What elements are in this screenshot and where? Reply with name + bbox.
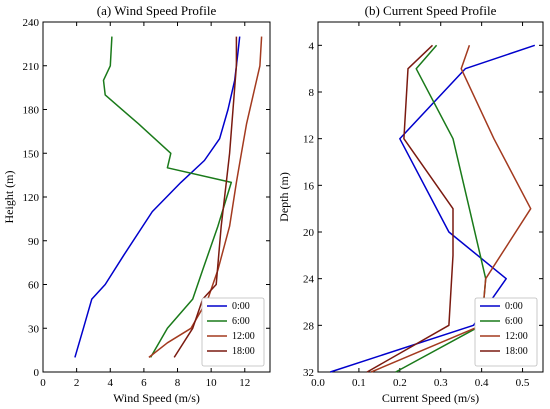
y-axis-label: Height (m) <box>2 171 16 224</box>
legend-entry: 12:00 <box>232 331 255 342</box>
legend: 0:00 6:00 12:00 18:00 <box>474 297 538 367</box>
chart-title: (b) Current Speed Profile <box>365 3 497 18</box>
series-line-1800 <box>173 36 238 358</box>
y-tick-label: 4 <box>309 40 315 52</box>
y-tick-label: 180 <box>23 105 40 117</box>
y-tick-label: 90 <box>28 236 40 248</box>
series-line-1800 <box>366 44 454 373</box>
legend-entry: 18:00 <box>232 346 255 357</box>
x-tick-label: 2 <box>74 377 80 389</box>
y-tick-label: 32 <box>303 367 314 379</box>
x-tick-label: 8 <box>175 377 181 389</box>
y-tick-label: 60 <box>28 280 40 292</box>
y-tick-label: 28 <box>303 320 315 332</box>
y-tick-label: 8 <box>309 87 315 99</box>
legend-entry: 6:00 <box>232 316 250 327</box>
y-tick-label: 0 <box>34 367 40 379</box>
x-tick-label: 10 <box>206 377 218 389</box>
legend-entry: 12:00 <box>505 331 528 342</box>
y-tick-label: 240 <box>23 17 40 29</box>
legend-entry: 18:00 <box>505 346 528 357</box>
y-tick-label: 210 <box>23 61 40 73</box>
x-tick-label: 0.1 <box>352 377 366 389</box>
x-tick-label: 0.0 <box>311 377 325 389</box>
y-tick-label: 16 <box>303 180 315 192</box>
x-tick-label: 12 <box>239 377 250 389</box>
legend-entry: 0:00 <box>505 301 523 312</box>
x-tick-label: 0.4 <box>475 377 489 389</box>
x-tick-label: 0.5 <box>516 377 530 389</box>
y-tick-label: 20 <box>303 227 315 239</box>
y-tick-label: 12 <box>303 134 314 146</box>
series-line-000 <box>330 44 536 373</box>
legend-entry: 6:00 <box>505 316 523 327</box>
legend-entry: 0:00 <box>232 301 250 312</box>
y-tick-label: 150 <box>23 148 40 160</box>
panel-current-speed: (b) Current Speed Profile 0.0 0.1 0.2 0.3 0.4… <box>277 3 544 405</box>
x-tick-label: 0.3 <box>434 377 448 389</box>
series-line-1200 <box>148 36 263 358</box>
y-axis-label: Depth (m) <box>277 172 291 222</box>
series-line-600 <box>102 36 233 358</box>
x-tick-label: 0 <box>40 377 46 389</box>
x-axis-label: Wind Speed (m/s) <box>113 391 200 405</box>
legend: 0:00 6:00 12:00 18:00 <box>201 297 265 367</box>
x-axis-label: Current Speed (m/s) <box>382 391 479 405</box>
y-tick-label: 30 <box>28 323 40 335</box>
legend-box <box>474 297 538 367</box>
x-tick-label: 4 <box>108 377 114 389</box>
legend-box <box>201 297 265 367</box>
plot-frame <box>317 21 544 373</box>
x-tick-label: 0.2 <box>393 377 407 389</box>
y-tick-label: 24 <box>303 274 315 286</box>
y-tick-label: 120 <box>23 192 40 204</box>
x-tick-label: 6 <box>141 377 147 389</box>
chart-title: (a) Wind Speed Profile <box>97 3 217 18</box>
